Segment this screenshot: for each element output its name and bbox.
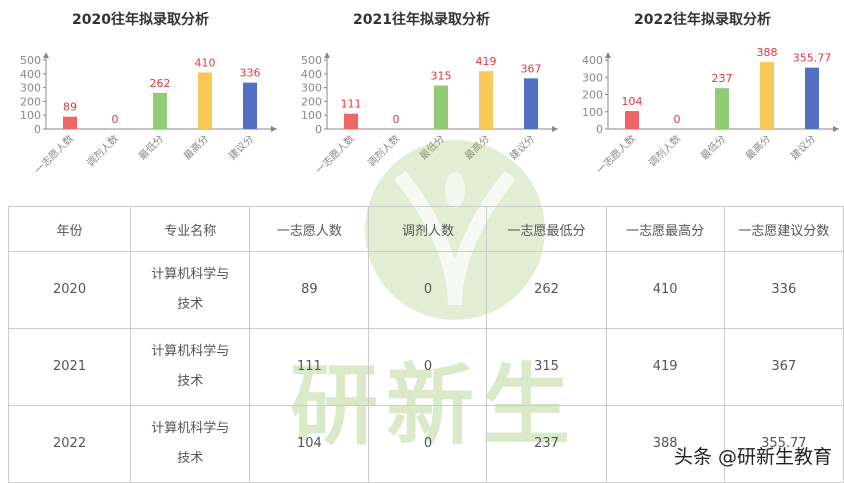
table-cell: 410 xyxy=(605,251,725,329)
y-tick-label: 300 xyxy=(582,71,603,84)
category-label: 建议分 xyxy=(226,132,256,162)
table-cell: 2021 xyxy=(7,328,132,406)
table-row: 2021 计算机科学与技术 111 0 315 419 367 xyxy=(7,328,844,406)
header-suggested-score: 一志愿建议分数 xyxy=(723,206,844,252)
bar xyxy=(715,88,729,129)
table-cell: 计算机科学与技术 xyxy=(130,251,251,329)
table-cell: 336 xyxy=(723,251,844,329)
header-year: 年份 xyxy=(7,206,132,252)
category-label: 最高分 xyxy=(462,132,492,162)
bar xyxy=(153,92,167,129)
value-label: 111 xyxy=(341,98,362,111)
bar xyxy=(524,78,538,129)
bar-chart-2: 2022往年拟录取分析 0 100 200 300 400 104 一志愿人数 0 调剂人数 237… xyxy=(562,0,843,190)
table-header-row: 年份 专业名称 一志愿人数 调剂人数 一志愿最低分 一志愿最高分 一志愿建议分数 xyxy=(7,206,844,252)
bar-chart-0: 2020往年拟录取分析 0 100 200 300 400 500 89 一志愿人数 0 调剂人数 2… xyxy=(0,0,281,190)
table-cell: 2022 xyxy=(7,405,132,483)
table-cell: 111 xyxy=(249,328,370,406)
table-cell: 0 xyxy=(368,328,488,406)
value-label: 237 xyxy=(712,72,733,85)
bar xyxy=(805,67,819,129)
table-cell: 89 xyxy=(249,251,370,329)
table-cell: 367 xyxy=(723,328,844,406)
y-tick-label: 400 xyxy=(301,68,322,81)
header-min-score: 一志愿最低分 xyxy=(486,206,607,252)
chart-title: 2021往年拟录取分析 xyxy=(353,12,490,28)
table-cell: 388 xyxy=(605,405,725,483)
header-max-score: 一志愿最高分 xyxy=(605,206,725,252)
category-label: 最低分 xyxy=(136,132,166,162)
category-label: 调剂人数 xyxy=(646,132,683,169)
value-label: 104 xyxy=(622,95,643,108)
category-label: 调剂人数 xyxy=(365,132,402,169)
bar xyxy=(198,72,212,129)
table-cell: 355.77 xyxy=(723,405,844,483)
value-label: 367 xyxy=(521,62,542,75)
y-tick-label: 300 xyxy=(20,82,41,95)
table-cell: 419 xyxy=(605,328,725,406)
category-label: 调剂人数 xyxy=(84,132,121,169)
y-tick-label: 400 xyxy=(582,54,603,67)
y-tick-label: 200 xyxy=(301,95,322,108)
value-label: 0 xyxy=(112,113,119,126)
table-cell: 237 xyxy=(486,405,607,483)
y-tick-label: 400 xyxy=(20,68,41,81)
bar xyxy=(760,62,774,129)
y-tick-label: 300 xyxy=(301,82,322,95)
category-label: 最低分 xyxy=(698,132,728,162)
bar xyxy=(243,82,257,129)
header-adjusted-count: 调剂人数 xyxy=(368,206,488,252)
y-tick-label: 500 xyxy=(20,54,41,67)
bar xyxy=(625,111,639,129)
table-cell: 计算机科学与技术 xyxy=(130,405,251,483)
table-cell: 2020 xyxy=(7,251,132,329)
value-label: 410 xyxy=(195,56,216,69)
table-cell: 计算机科学与技术 xyxy=(130,328,251,406)
value-label: 419 xyxy=(476,55,497,68)
table-cell: 315 xyxy=(486,328,607,406)
bar-chart-1: 2021往年拟录取分析 0 100 200 300 400 500 111 一志愿人数 0 调剂人数… xyxy=(281,0,562,190)
category-label: 最低分 xyxy=(417,132,447,162)
category-label: 一志愿人数 xyxy=(313,132,358,177)
table-cell: 0 xyxy=(368,405,488,483)
y-tick-label: 0 xyxy=(34,123,41,136)
chart-title: 2022往年拟录取分析 xyxy=(634,12,771,28)
table-cell: 104 xyxy=(249,405,370,483)
table-row: 2022 计算机科学与技术 104 0 237 388 355.77 xyxy=(7,405,844,483)
admission-table: 年份 专业名称 一志愿人数 调剂人数 一志愿最低分 一志愿最高分 一志愿建议分数… xyxy=(7,206,844,483)
category-label: 最高分 xyxy=(181,132,211,162)
y-tick-label: 100 xyxy=(582,106,603,119)
chart-title: 2020往年拟录取分析 xyxy=(72,12,209,28)
bar xyxy=(479,71,493,129)
bar xyxy=(63,116,77,129)
value-label: 262 xyxy=(150,77,171,90)
value-label: 315 xyxy=(431,70,452,83)
table-row: 2020 计算机科学与技术 89 0 262 410 336 xyxy=(7,251,844,329)
value-label: 0 xyxy=(393,113,400,126)
header-major: 专业名称 xyxy=(130,206,251,252)
y-tick-label: 200 xyxy=(582,89,603,102)
bar xyxy=(434,85,448,129)
category-label: 建议分 xyxy=(788,132,818,162)
y-tick-label: 500 xyxy=(301,54,322,67)
category-label: 建议分 xyxy=(507,132,537,162)
y-tick-label: 0 xyxy=(596,123,603,136)
y-tick-label: 0 xyxy=(315,123,322,136)
y-tick-label: 100 xyxy=(301,109,322,122)
category-label: 一志愿人数 xyxy=(594,132,639,177)
value-label: 0 xyxy=(674,113,681,126)
value-label: 388 xyxy=(757,46,778,59)
value-label: 336 xyxy=(240,67,261,80)
table-cell: 262 xyxy=(486,251,607,329)
bar xyxy=(344,113,358,129)
table-cell: 0 xyxy=(368,251,488,329)
value-label: 89 xyxy=(63,101,77,114)
y-tick-label: 100 xyxy=(20,109,41,122)
header-first-choice-count: 一志愿人数 xyxy=(249,206,370,252)
category-label: 最高分 xyxy=(743,132,773,162)
value-label: 355.77 xyxy=(793,52,832,65)
source-credit: 头条 @研新生教育 xyxy=(673,446,832,468)
y-tick-label: 200 xyxy=(20,95,41,108)
category-label: 一志愿人数 xyxy=(32,132,77,177)
